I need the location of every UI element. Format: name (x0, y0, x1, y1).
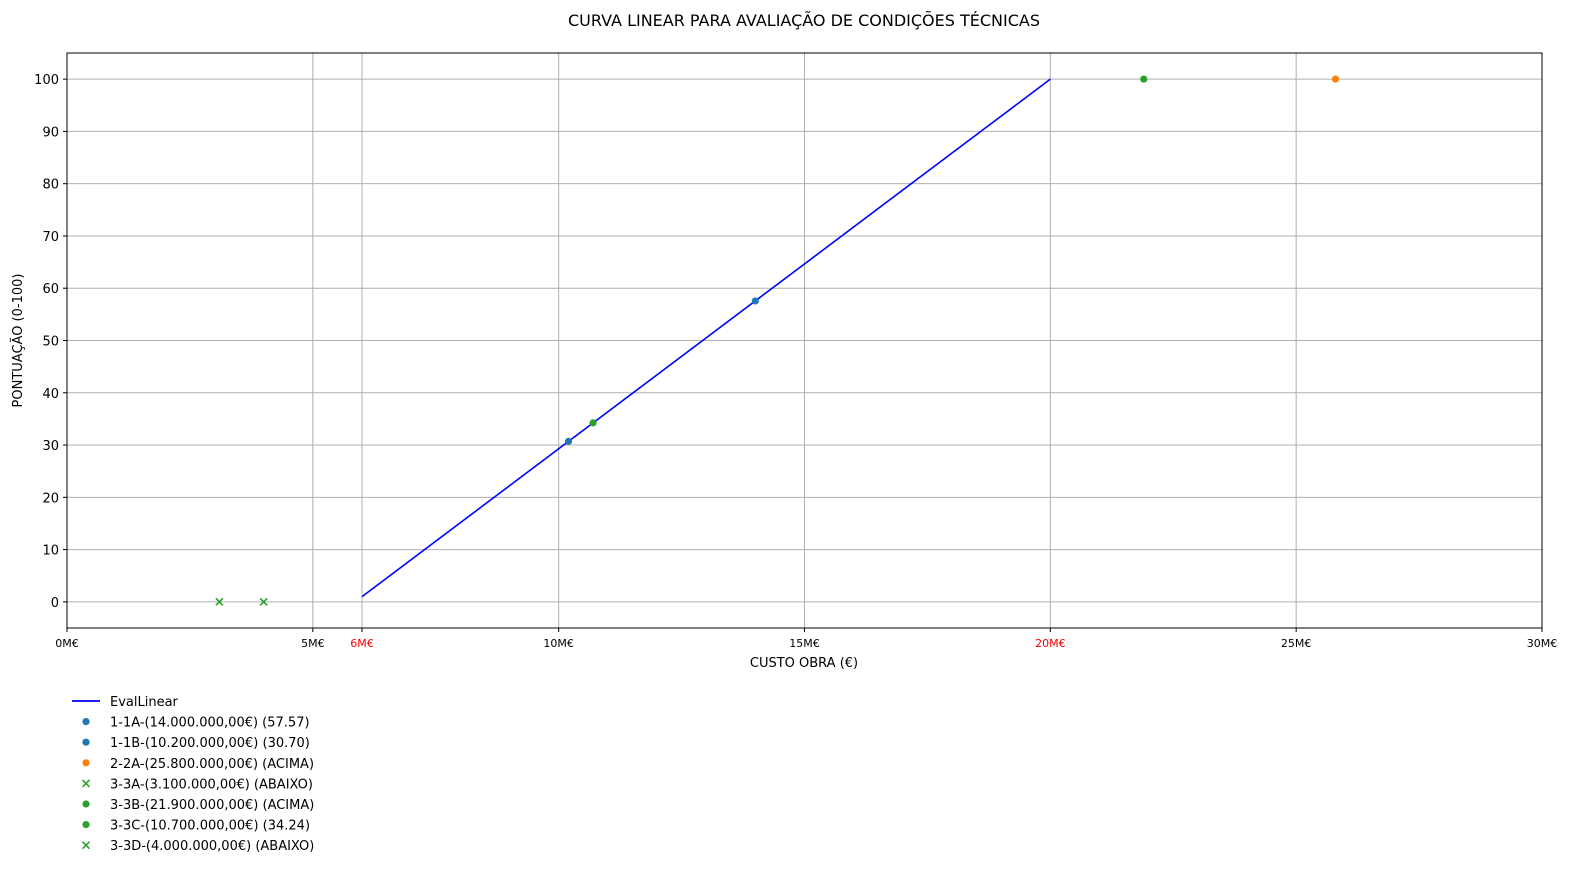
legend-label: EvalLinear (110, 695, 179, 710)
x-marker-stroke (81, 841, 91, 850)
x-tick-label: 0M€ (55, 637, 79, 650)
legend-item: 2-2A-(25.800.000,00€) (ACIMA) (82, 757, 314, 772)
legend-label: 3-3A-(3.100.000,00€) (ABAIXO) (110, 777, 313, 792)
legend-marker (82, 759, 90, 767)
y-tick-label: 30 (42, 439, 59, 454)
x-tick-label: 30M€ (1527, 637, 1558, 650)
y-tick-label: 50 (42, 335, 59, 350)
data-point (1140, 75, 1148, 83)
data-point (751, 297, 759, 305)
legend-item: 3-3B-(21.900.000,00€) (ACIMA) (82, 798, 314, 813)
grid-lines (66, 53, 1543, 628)
y-tick-label: 40 (42, 387, 59, 402)
y-tick-label: 90 (42, 125, 59, 140)
legend-marker (82, 821, 90, 829)
evallinear-line (361, 78, 1051, 598)
data-point (1331, 75, 1340, 83)
legend-item: 1-1B-(10.200.000,00€) (30.70) (82, 736, 310, 751)
plot-data (215, 75, 1340, 606)
legend-label: 3-3B-(21.900.000,00€) (ACIMA) (110, 798, 314, 813)
legend-label: 3-3D-(4.000.000,00€) (ABAIXO) (110, 839, 314, 854)
x-marker-stroke (215, 597, 224, 606)
y-axis-label: PONTUAÇÃO (0-100) (10, 274, 26, 408)
legend-marker (81, 841, 91, 850)
y-tick-label: 60 (42, 282, 59, 297)
x-tick-label: 25M€ (1281, 637, 1312, 650)
legend-item: 3-3C-(10.700.000,00€) (34.24) (82, 819, 310, 834)
legend-label: 1-1B-(10.200.000,00€) (30.70) (110, 736, 310, 751)
legend-item: 3-3A-(3.100.000,00€) (ABAIXO) (81, 777, 313, 792)
y-tick-label: 70 (42, 230, 59, 245)
legend-item: 1-1A-(14.000.000,00€) (57.57) (82, 716, 310, 731)
legend-marker (81, 779, 91, 788)
legend-marker (82, 718, 90, 726)
data-point (259, 597, 268, 606)
x-axis-label: CUSTO OBRA (€) (750, 656, 858, 671)
legend-label: 2-2A-(25.800.000,00€) (ACIMA) (110, 757, 314, 772)
y-axis-ticks: 0 10 20 30 40 50 60 70 80 90 100 (34, 73, 67, 611)
y-tick-label: 80 (42, 178, 59, 193)
y-tick-label: 0 (51, 596, 59, 611)
x-tick-label: 15M€ (789, 637, 820, 650)
legend-item: EvalLinear (72, 695, 179, 710)
legend-label: 1-1A-(14.000.000,00€) (57.57) (110, 716, 310, 731)
x-tick-label: 5M€ (301, 637, 325, 650)
legend-label: 3-3C-(10.700.000,00€) (34.24) (110, 819, 310, 834)
x-axis-ticks: 0M€ 5M€ 6M€ 10M€ 15M€ 20M€ 25M€ 30M€ (55, 628, 1557, 650)
legend-item: 3-3D-(4.000.000,00€) (ABAIXO) (81, 839, 314, 854)
x-tick-label: 10M€ (543, 637, 574, 650)
data-point (589, 419, 597, 427)
y-tick-label: 10 (42, 544, 59, 559)
y-tick-label: 100 (34, 73, 59, 88)
legend: EvalLinear 1-1A-(14.000.000,00€) (57.57) 1… (72, 695, 314, 854)
x-marker-stroke (259, 597, 268, 606)
y-tick-label: 20 (42, 491, 59, 506)
legend-marker (82, 800, 90, 808)
chart-title: CURVA LINEAR PARA AVALIAÇÃO DE CONDIÇÕES… (568, 11, 1040, 30)
legend-marker (82, 738, 90, 746)
x-tick-label: 6M€ (350, 637, 374, 650)
x-marker-stroke (81, 779, 91, 788)
data-point (564, 437, 573, 445)
x-tick-label: 20M€ (1035, 637, 1066, 650)
data-point (215, 597, 224, 606)
